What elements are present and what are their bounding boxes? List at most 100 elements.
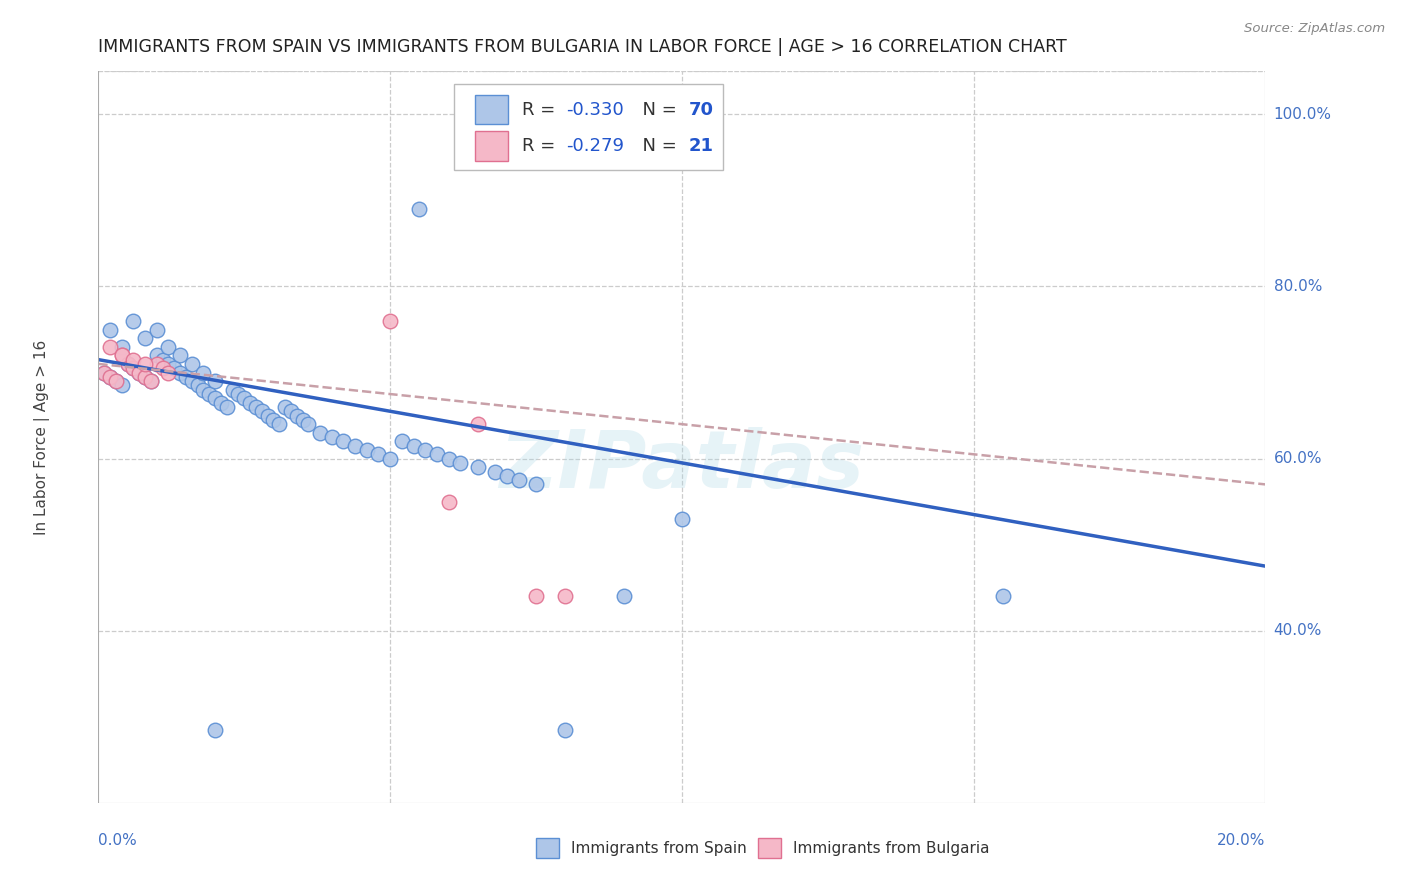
Text: R =: R = <box>522 101 561 119</box>
Point <box>104 374 127 388</box>
Point <box>204 374 226 388</box>
Point <box>122 361 145 376</box>
Point <box>250 404 273 418</box>
Point <box>157 340 180 354</box>
Point <box>215 400 238 414</box>
Point <box>111 348 134 362</box>
Point <box>612 589 634 603</box>
Point <box>146 357 169 371</box>
Text: R =: R = <box>522 137 561 155</box>
Bar <box>475 95 508 124</box>
Text: N =: N = <box>630 101 682 119</box>
Text: Immigrants from Spain: Immigrants from Spain <box>571 840 747 855</box>
Point <box>245 400 267 414</box>
Point <box>128 366 150 380</box>
Point <box>163 361 186 376</box>
Point <box>297 417 319 432</box>
FancyBboxPatch shape <box>454 84 723 170</box>
Point <box>274 400 297 414</box>
Point <box>991 589 1014 603</box>
Point <box>332 434 354 449</box>
Point <box>449 456 471 470</box>
Point <box>180 374 202 388</box>
Point <box>174 369 197 384</box>
Point <box>146 348 169 362</box>
Text: 21: 21 <box>689 137 714 155</box>
Point <box>484 465 506 479</box>
Point <box>98 369 121 384</box>
Point <box>193 366 215 380</box>
Point <box>111 340 134 354</box>
Text: 40.0%: 40.0% <box>1274 624 1322 638</box>
Point <box>221 383 243 397</box>
Point <box>122 352 145 367</box>
Text: 60.0%: 60.0% <box>1274 451 1322 467</box>
Point <box>134 357 156 371</box>
Point <box>152 361 174 376</box>
Point <box>128 366 150 380</box>
Point <box>467 460 489 475</box>
Text: 70: 70 <box>689 101 714 119</box>
Text: Immigrants from Bulgaria: Immigrants from Bulgaria <box>793 840 990 855</box>
Text: -0.330: -0.330 <box>567 101 624 119</box>
Point <box>269 417 291 432</box>
Point <box>122 314 145 328</box>
Point <box>426 447 449 461</box>
Point <box>134 331 156 345</box>
Point <box>291 413 314 427</box>
Point <box>554 723 576 737</box>
Point <box>402 439 425 453</box>
Point <box>391 434 413 449</box>
Point <box>413 442 436 457</box>
Point <box>367 447 389 461</box>
Text: 20.0%: 20.0% <box>1218 833 1265 848</box>
Point <box>122 361 145 376</box>
Point <box>98 340 121 354</box>
Bar <box>758 838 782 858</box>
Point <box>280 404 302 418</box>
Point <box>524 477 547 491</box>
Point <box>228 387 250 401</box>
Point <box>198 387 221 401</box>
Point <box>508 473 530 487</box>
Point <box>187 378 209 392</box>
Point <box>152 352 174 367</box>
Bar <box>475 131 508 161</box>
Point <box>98 322 121 336</box>
Point <box>262 413 284 427</box>
Text: IMMIGRANTS FROM SPAIN VS IMMIGRANTS FROM BULGARIA IN LABOR FORCE | AGE > 16 CORR: IMMIGRANTS FROM SPAIN VS IMMIGRANTS FROM… <box>98 38 1067 56</box>
Point <box>239 395 262 409</box>
Point <box>437 494 460 508</box>
Point <box>467 417 489 432</box>
Point <box>408 202 430 216</box>
Point <box>209 395 232 409</box>
Point <box>93 366 115 380</box>
Point <box>380 314 402 328</box>
Point <box>344 439 367 453</box>
Point <box>309 425 332 440</box>
Point <box>380 451 402 466</box>
Point <box>496 468 519 483</box>
Point <box>524 589 547 603</box>
Point <box>204 392 226 406</box>
Text: 100.0%: 100.0% <box>1274 107 1331 122</box>
Point <box>169 366 191 380</box>
Text: 0.0%: 0.0% <box>98 833 138 848</box>
Point <box>554 589 576 603</box>
Point <box>671 512 693 526</box>
Point <box>104 374 127 388</box>
Point <box>157 357 180 371</box>
Point <box>117 357 139 371</box>
Text: N =: N = <box>630 137 682 155</box>
Point <box>139 374 162 388</box>
Text: 80.0%: 80.0% <box>1274 279 1322 294</box>
Point <box>134 369 156 384</box>
Point <box>117 357 139 371</box>
Text: -0.279: -0.279 <box>567 137 624 155</box>
Point <box>111 378 134 392</box>
Point <box>134 369 156 384</box>
Point <box>233 392 256 406</box>
Point <box>180 357 202 371</box>
Bar <box>536 838 560 858</box>
Point <box>356 442 378 457</box>
